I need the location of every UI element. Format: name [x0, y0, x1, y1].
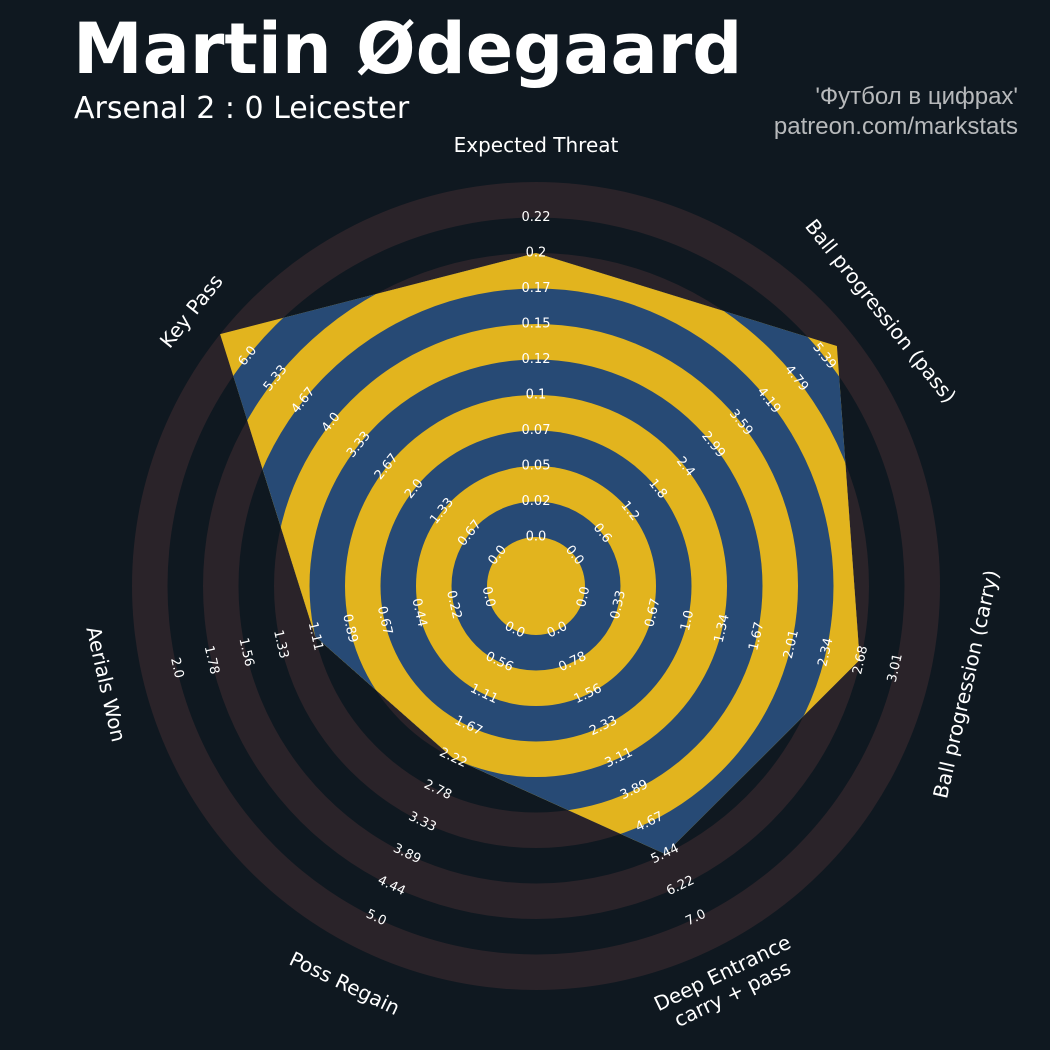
tick-label: 0.67	[374, 605, 395, 637]
tick-label: 1.34	[712, 613, 733, 645]
tick-label: 1.33	[270, 629, 291, 661]
tick-label: 0.0	[574, 585, 593, 609]
tick-label: 2.68	[850, 644, 871, 676]
tick-label: 1.78	[201, 644, 222, 676]
tick-label: 1.11	[305, 621, 326, 653]
tick-label: 0.17	[522, 281, 551, 296]
credit-link: patreon.com/markstats	[773, 113, 1018, 140]
tick-label: 0.15	[522, 317, 551, 332]
param-label: Aerials Won	[81, 624, 131, 744]
tick-label: 0.22	[443, 589, 464, 621]
tick-label: 2.0	[167, 656, 186, 680]
tick-label: 0.0	[526, 530, 547, 545]
tick-label: 0.0	[479, 585, 498, 609]
tick-label: 0.07	[522, 423, 551, 438]
page-title: Martin Ødegaard	[73, 8, 743, 90]
tick-label: 0.89	[339, 613, 360, 645]
tick-label: 1.67	[746, 621, 767, 653]
tick-label: 3.01	[885, 652, 906, 684]
tick-label: 0.67	[642, 597, 663, 629]
match-subtitle: Arsenal 2 : 0 Leicester	[74, 91, 410, 126]
tick-label: 1.0	[678, 609, 697, 633]
tick-label: 1.56	[235, 636, 256, 668]
tick-label: 0.1	[526, 388, 547, 403]
tick-label: 0.02	[522, 494, 551, 509]
tick-label: 0.2	[526, 246, 547, 261]
tick-label: 0.44	[408, 597, 429, 629]
tick-label: 0.12	[522, 352, 551, 367]
param-label: Expected Threat	[454, 133, 619, 157]
tick-label: 0.33	[608, 589, 629, 621]
tick-label: 2.01	[781, 629, 802, 661]
credit-source: 'Футбол в цифрах'	[815, 83, 1018, 110]
tick-label: 0.22	[522, 210, 551, 225]
tick-label: 2.34	[815, 636, 836, 668]
credit-block: 'Футбол в цифрах' patreon.com/markstats	[774, 82, 1018, 142]
player-center	[487, 537, 585, 635]
tick-label: 0.05	[522, 459, 551, 474]
